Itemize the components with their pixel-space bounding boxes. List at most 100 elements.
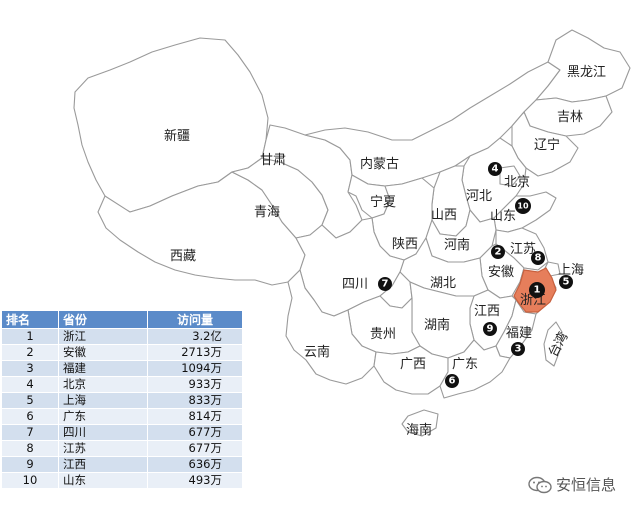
svg-text:4: 4 [492, 164, 499, 175]
label-guangdong: 广东 [452, 357, 478, 372]
label-guangxi: 广西 [400, 357, 426, 372]
label-jiangxi: 江西 [474, 304, 500, 319]
label-beijing: 北京 [504, 175, 530, 190]
visits-cell: 3.2亿 [147, 328, 243, 345]
label-neimenggu: 内蒙古 [360, 156, 399, 172]
table-row: 3 福建 1094万 [1, 360, 243, 377]
svg-text:9: 9 [487, 324, 494, 335]
province-cell: 四川 [58, 424, 148, 441]
rank-cell: 7 [1, 424, 59, 441]
marker-5: 5 [559, 275, 573, 289]
label-guizhou: 贵州 [370, 327, 396, 342]
visits-cell: 677万 [147, 440, 243, 457]
province-cell: 江苏 [58, 440, 148, 457]
province-heilongjiang [535, 29, 631, 103]
rank-cell: 4 [1, 376, 59, 393]
visits-cell: 493万 [147, 472, 243, 489]
marker-9: 9 [483, 322, 497, 336]
rank-cell: 5 [1, 392, 59, 409]
marker-8: 8 [531, 251, 545, 265]
wechat-icon [528, 476, 552, 493]
label-shanghai: 上海 [558, 263, 584, 278]
svg-text:5: 5 [563, 277, 570, 288]
label-hainan: 海南 [406, 422, 432, 438]
province-cell: 上海 [58, 392, 148, 409]
province-cell: 广东 [58, 408, 148, 425]
label-qinghai: 青海 [254, 205, 280, 220]
label-xinjiang: 新疆 [164, 128, 190, 144]
label-jiangsu: 江苏 [510, 241, 536, 257]
province-cell: 北京 [58, 376, 148, 393]
label-sichuan: 四川 [342, 277, 368, 292]
visits-cell: 933万 [147, 376, 243, 393]
label-heilongjiang: 黑龙江 [567, 65, 606, 80]
label-gansu: 甘肃 [260, 153, 286, 168]
province-cell: 安徽 [58, 344, 148, 361]
marker-3: 3 [511, 342, 525, 356]
label-hunan: 湖南 [424, 317, 450, 333]
province-cell: 山东 [58, 472, 148, 489]
table-row: 8 江苏 677万 [1, 440, 243, 457]
svg-text:1: 1 [534, 285, 541, 296]
province-cell: 江西 [58, 456, 148, 473]
table-row: 9 江西 636万 [1, 456, 243, 473]
province-cell: 浙江 [58, 328, 148, 345]
province-hainan [401, 409, 439, 437]
table-row: 1 浙江 3.2亿 [1, 328, 243, 345]
label-shaanxi: 陕西 [392, 237, 418, 252]
label-hebei: 河北 [466, 189, 492, 204]
marker-4: 4 [488, 162, 502, 176]
table-row: 6 广东 814万 [1, 408, 243, 425]
label-jilin: 吉林 [557, 110, 583, 125]
svg-text:2: 2 [495, 247, 502, 258]
marker-10: 10 [515, 198, 531, 214]
table-row: 2 安徽 2713万 [1, 344, 243, 361]
visits-cell: 677万 [147, 424, 243, 441]
table-row: 5 上海 833万 [1, 392, 243, 409]
rank-cell: 3 [1, 360, 59, 377]
province-gansu [261, 124, 363, 239]
label-shandong: 山东 [490, 209, 516, 224]
province-cell: 福建 [58, 360, 148, 377]
svg-text:7: 7 [382, 279, 389, 290]
table-header-row: 排名 省份 访问量 [1, 310, 243, 329]
label-anhui: 安徽 [488, 265, 514, 280]
label-yunnan: 云南 [304, 344, 330, 360]
marker-1: 1 [529, 282, 545, 298]
rank-cell: 2 [1, 344, 59, 361]
rank-cell: 10 [1, 472, 59, 489]
visits-cell: 814万 [147, 408, 243, 425]
header-province: 省份 [58, 310, 148, 329]
table-row: 10 山东 493万 [1, 472, 243, 489]
visits-cell: 2713万 [147, 344, 243, 361]
visits-cell: 833万 [147, 392, 243, 409]
label-liaoning: 辽宁 [534, 137, 560, 153]
marker-2: 2 [491, 245, 505, 259]
svg-text:3: 3 [515, 344, 522, 355]
table-row: 4 北京 933万 [1, 376, 243, 393]
rank-cell: 6 [1, 408, 59, 425]
label-hubei: 湖北 [430, 276, 456, 291]
province-yunnan [285, 269, 377, 385]
header-visits: 访问量 [147, 310, 243, 329]
marker-7: 7 [378, 277, 392, 291]
province-taiwan [543, 321, 563, 367]
svg-text:8: 8 [535, 253, 542, 264]
label-fujian: 福建 [506, 326, 532, 341]
label-ningxia: 宁夏 [370, 194, 396, 210]
rank-cell: 8 [1, 440, 59, 457]
ranking-markers: 1 2 3 4 5 6 7 8 9 10 [378, 162, 573, 388]
rank-cell: 1 [1, 328, 59, 345]
table-row: 7 四川 677万 [1, 424, 243, 441]
svg-text:10: 10 [517, 202, 529, 211]
province-labels: 新疆 西藏 青海 甘肃 内蒙古 黑龙江 吉林 辽宁 北京 河北 山东 宁夏 山西… [164, 65, 606, 438]
visits-cell: 636万 [147, 456, 243, 473]
label-shanxi: 山西 [431, 208, 457, 223]
watermark-text: 安恒信息 [556, 476, 617, 494]
label-henan: 河南 [444, 237, 470, 253]
ranking-table: 排名 省份 访问量 1 浙江 3.2亿 2 安徽 2713万 3 福建 1094万 4 北京 9… [1, 310, 243, 489]
visits-cell: 1094万 [147, 360, 243, 377]
marker-6: 6 [445, 374, 459, 388]
rank-cell: 9 [1, 456, 59, 473]
